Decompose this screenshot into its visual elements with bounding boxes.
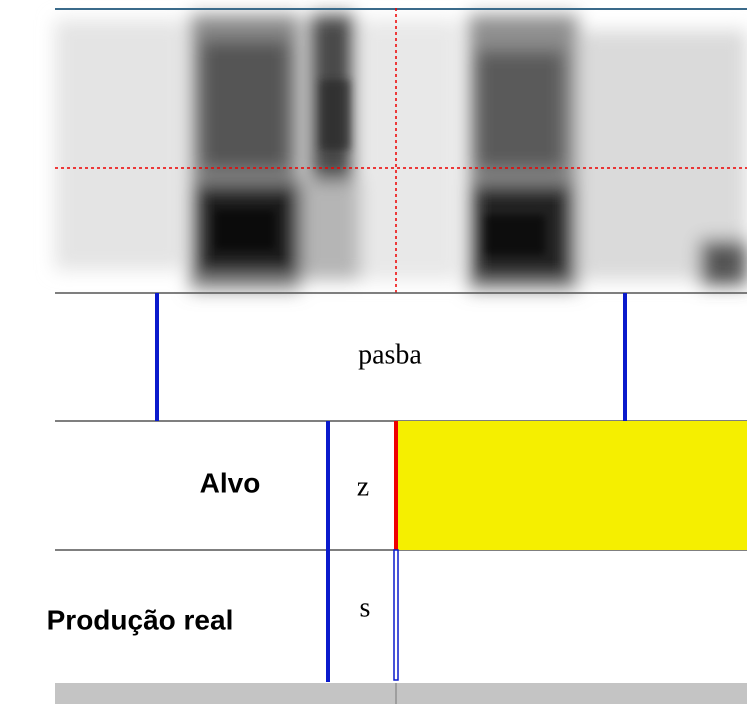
selected-interval[interactable]	[398, 421, 747, 550]
scroll-bar[interactable]	[55, 683, 747, 704]
interval-text: z	[357, 471, 369, 502]
interval-text: s	[360, 592, 371, 623]
tier-label: Alvo	[200, 467, 261, 498]
interval-text: pasba	[358, 339, 422, 370]
spectrogram	[55, 8, 747, 293]
boundary[interactable]	[393, 549, 399, 681]
tier-label: Produção real	[47, 604, 234, 635]
